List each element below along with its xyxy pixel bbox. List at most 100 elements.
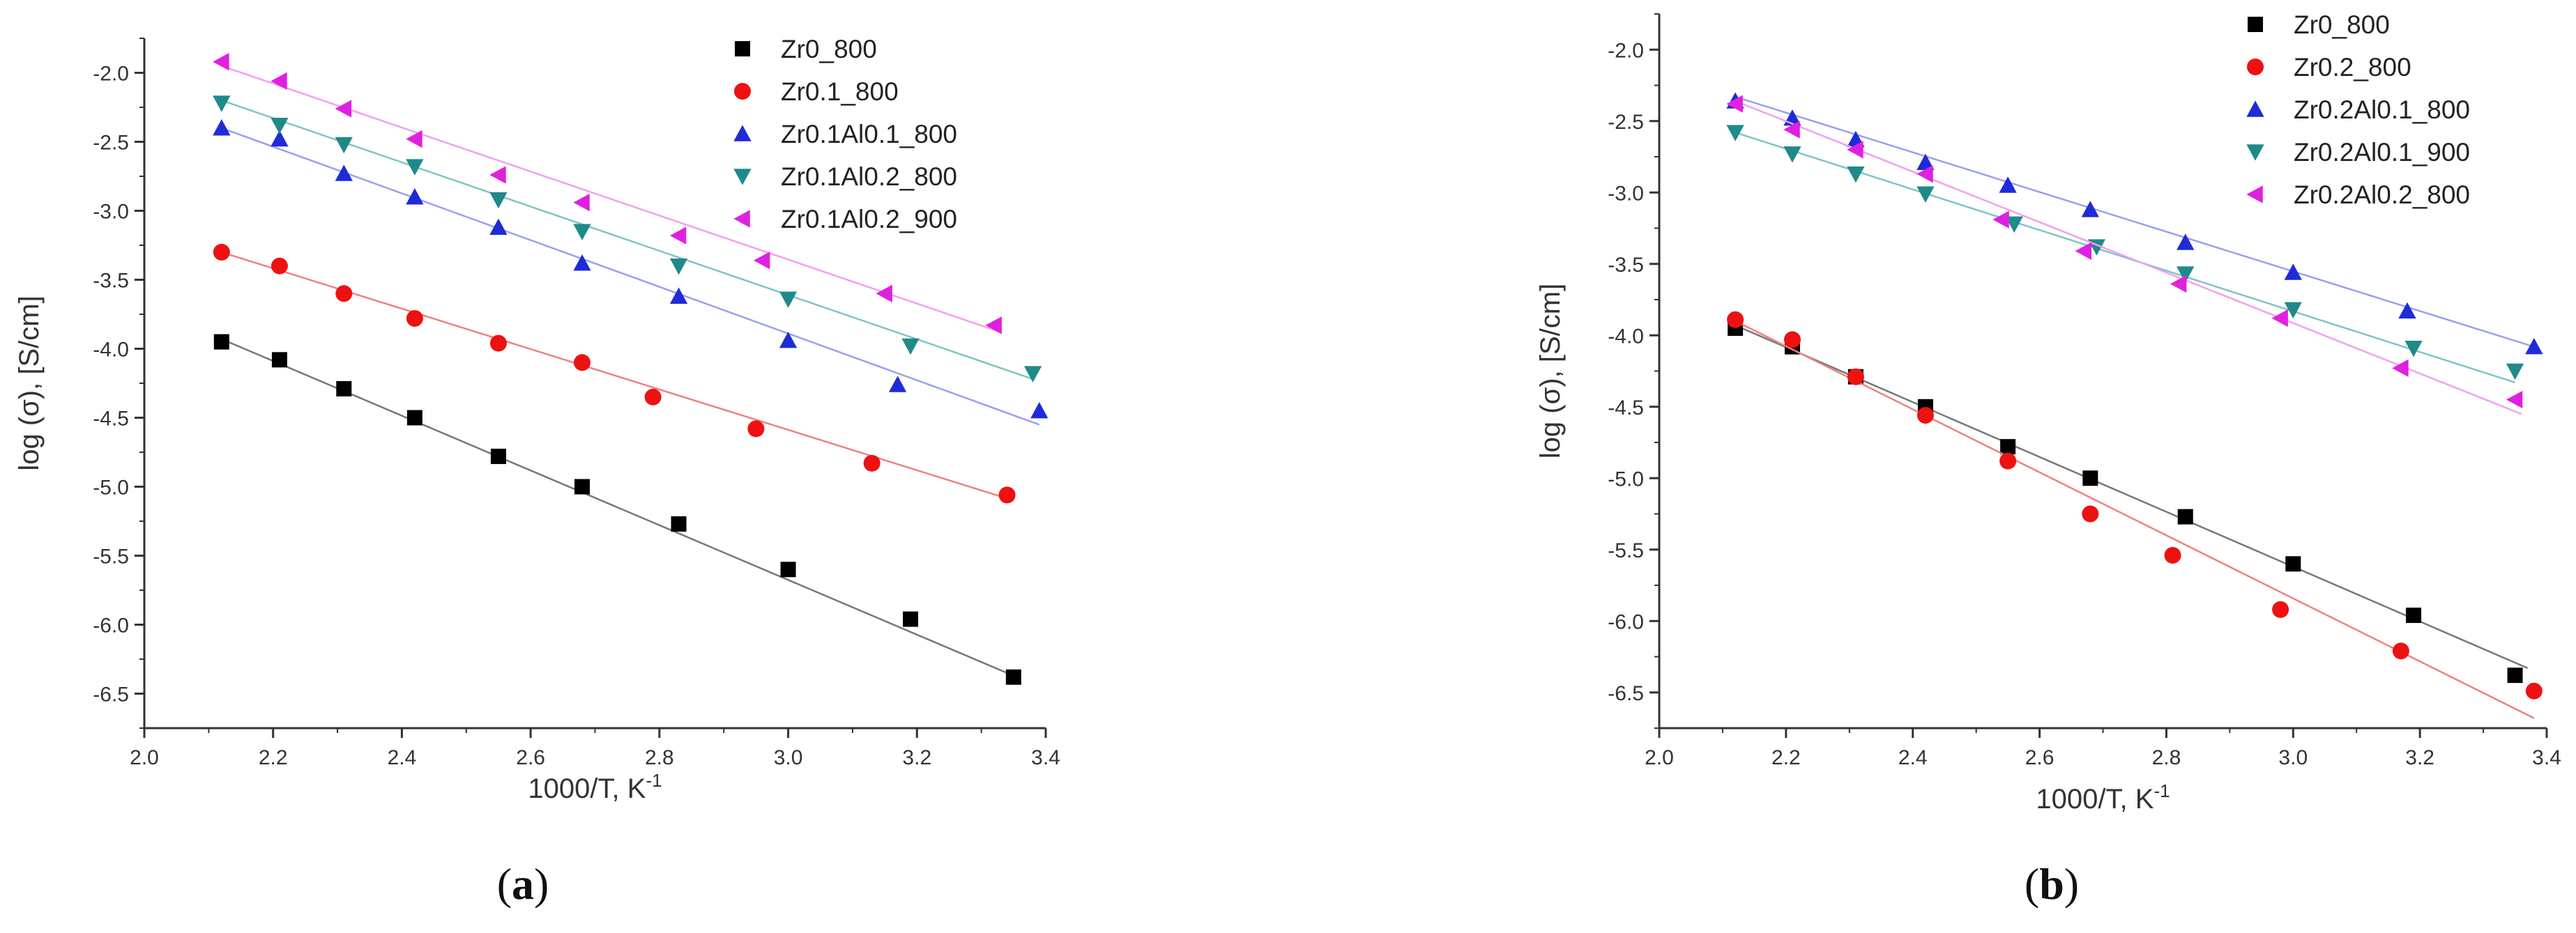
- x-tick-label: 2.2: [1771, 746, 1801, 769]
- data-point: [1847, 141, 1864, 159]
- data-point: [2271, 309, 2288, 327]
- data-point: [1726, 95, 1743, 113]
- fit-line: [221, 251, 1014, 502]
- y-tick-label: -6.5: [93, 684, 129, 707]
- data-point: [2525, 682, 2543, 700]
- x-axis-title-text: 1000/T, K: [528, 773, 646, 804]
- chart-panel-a: -2.0 -2.5 -3.0 -3.5 -4.0 -4.5 -5.0 -5.5 -6.0 -6.5…: [14, 35, 1060, 909]
- data-point: [876, 284, 892, 302]
- data-point: [489, 334, 507, 352]
- data-point: [669, 258, 688, 275]
- data-point: [2164, 546, 2181, 564]
- data-point: [863, 454, 881, 472]
- data-point: [2284, 302, 2302, 318]
- data-point: [998, 486, 1016, 504]
- data-point: [1726, 125, 1744, 141]
- chart-panel-b: -2.0 -2.5 -3.0 -3.5 -4.0 -4.5 -5.0 -5.5 -6.0 -6.5…: [1535, 10, 2561, 909]
- data-point: [573, 193, 590, 212]
- y-tick-label: -3.0: [1608, 182, 1644, 205]
- legend-label: Zr0_800: [2294, 10, 2390, 39]
- legend-label: Zr0.2_800: [2294, 53, 2411, 82]
- data-point: [888, 376, 907, 392]
- data-point: [2404, 340, 2423, 357]
- data-point: [2000, 439, 2016, 455]
- data-point: [335, 164, 353, 181]
- data-point: [1847, 166, 1865, 183]
- data-point: [1999, 176, 2017, 193]
- x-tick-label: 2.6: [2025, 746, 2055, 769]
- y-tick-label: -5.5: [1608, 539, 1644, 562]
- legend-marker: [735, 41, 750, 56]
- data-point: [574, 354, 591, 371]
- x-tick-label: 2.8: [2152, 746, 2181, 769]
- data-point: [669, 226, 687, 245]
- series-1: [1727, 311, 2543, 719]
- y-tick-label: -5.0: [1608, 468, 1644, 491]
- data-point: [213, 334, 229, 350]
- data-point: [1783, 121, 1800, 139]
- data-point: [2170, 275, 2187, 293]
- x-tick-label: 3.0: [774, 746, 803, 769]
- data-point: [574, 479, 590, 495]
- data-point: [2075, 242, 2091, 260]
- legend-label: Zr0_800: [781, 35, 877, 63]
- y-tick-label: -5.0: [93, 477, 129, 500]
- legend-label: Zr0.1Al0.2_900: [781, 205, 957, 233]
- x-tick-label: 3.4: [1031, 746, 1060, 769]
- data-point: [406, 159, 424, 176]
- data-point: [2507, 668, 2523, 684]
- legend-marker: [733, 169, 752, 185]
- data-point: [901, 338, 920, 355]
- data-point: [335, 100, 352, 118]
- fit-line: [221, 99, 1033, 380]
- y-tick-label: -5.5: [93, 546, 129, 569]
- data-point: [2177, 509, 2193, 525]
- data-point: [335, 285, 353, 302]
- data-point: [335, 137, 353, 154]
- y-tick-label: -6.0: [93, 615, 129, 638]
- y-tick-label: -2.5: [93, 132, 129, 155]
- y-tick-label: -4.5: [1608, 396, 1644, 419]
- x-tick-label: 3.2: [2405, 746, 2434, 769]
- x-tick-label: 2.2: [259, 746, 288, 769]
- fit-line: [1735, 324, 2529, 670]
- data-point: [270, 257, 288, 275]
- data-point: [573, 254, 591, 271]
- data-point: [406, 309, 423, 327]
- y-axis-title: log (σ), [S/cm]: [1535, 284, 1566, 458]
- data-point: [1023, 366, 1042, 383]
- data-point: [489, 166, 506, 184]
- data-point: [779, 291, 798, 308]
- data-point: [573, 224, 591, 240]
- legend-label: Zr0.1Al0.2_800: [781, 162, 957, 191]
- data-point: [406, 410, 422, 426]
- data-point: [671, 516, 687, 532]
- data-point: [753, 252, 770, 270]
- y-tick-label: -2.0: [1608, 39, 1644, 62]
- fit-line: [1735, 100, 2522, 415]
- data-point: [985, 316, 1002, 334]
- data-point: [271, 352, 287, 368]
- data-point: [270, 130, 289, 147]
- data-point: [2506, 363, 2524, 380]
- data-point: [213, 243, 230, 261]
- x-tick-label: 2.0: [130, 746, 159, 769]
- legend-label: Zr0.1_800: [781, 77, 899, 106]
- data-point: [406, 188, 424, 205]
- data-point: [2398, 302, 2416, 319]
- y-tick-label: -2.0: [93, 63, 129, 86]
- data-point: [1783, 146, 1801, 163]
- data-point: [1005, 669, 1021, 685]
- x-axis-title: 1000/T, K-1: [2036, 780, 2170, 815]
- data-point: [2506, 390, 2523, 409]
- data-point: [1030, 401, 1049, 419]
- data-point: [2272, 601, 2289, 618]
- data-point: [1916, 153, 1935, 170]
- data-point: [406, 130, 422, 148]
- x-tick-label: 2.6: [516, 746, 545, 769]
- x-tick-label: 3.0: [2278, 746, 2308, 769]
- data-point: [1727, 311, 1744, 328]
- data-point: [270, 117, 289, 134]
- data-point: [2005, 216, 2023, 233]
